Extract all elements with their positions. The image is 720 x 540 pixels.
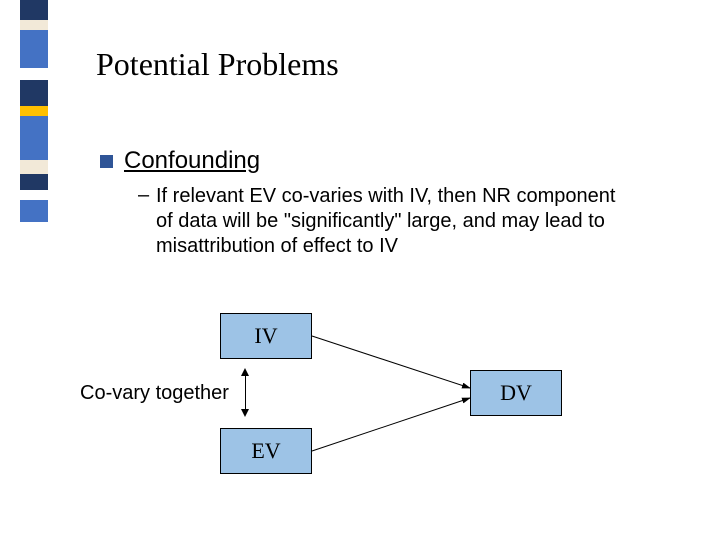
sidebar-segment bbox=[20, 20, 48, 30]
box-ev: EV bbox=[220, 428, 312, 474]
body-text: If relevant EV co-varies with IV, then N… bbox=[156, 184, 626, 259]
sub-bullet-dash: – bbox=[138, 184, 149, 207]
sidebar-segment bbox=[20, 174, 48, 190]
double-arrow-down-icon bbox=[241, 409, 249, 417]
double-arrow-up-icon bbox=[241, 368, 249, 376]
double-arrow-line bbox=[245, 375, 246, 410]
sidebar-segment bbox=[20, 80, 48, 106]
sidebar-segment bbox=[20, 68, 48, 80]
box-iv: IV bbox=[220, 313, 312, 359]
sidebar-segment bbox=[20, 190, 48, 200]
bullet-square-icon bbox=[100, 155, 113, 168]
sidebar-color-bar bbox=[20, 0, 48, 540]
box-iv-label: IV bbox=[254, 323, 277, 349]
slide-title: Potential Problems bbox=[96, 46, 339, 83]
sidebar-segment bbox=[20, 200, 48, 222]
subheading-confounding: Confounding bbox=[124, 147, 260, 175]
box-ev-label: EV bbox=[251, 438, 280, 464]
sidebar-segment bbox=[20, 30, 48, 68]
sidebar-segment bbox=[20, 160, 48, 174]
box-dv-label: DV bbox=[500, 380, 532, 406]
covary-label: Co-vary together bbox=[80, 382, 229, 405]
sidebar-segment bbox=[20, 106, 48, 116]
box-dv: DV bbox=[470, 370, 562, 416]
sidebar-segment bbox=[20, 222, 48, 500]
sidebar-segment bbox=[20, 0, 48, 20]
arrow-iv-to-dv bbox=[312, 336, 470, 388]
arrow-ev-to-dv bbox=[312, 398, 470, 451]
sidebar-segment bbox=[20, 116, 48, 160]
